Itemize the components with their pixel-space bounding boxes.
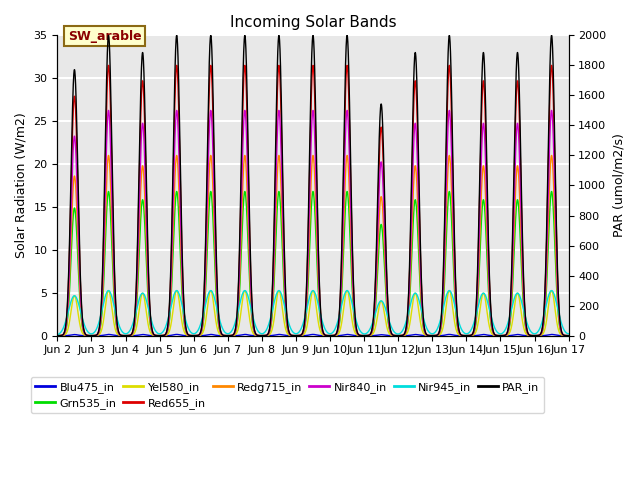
Y-axis label: PAR (umol/m2/s): PAR (umol/m2/s): [612, 133, 625, 238]
Text: SW_arable: SW_arable: [68, 30, 141, 43]
Legend: Blu475_in, Grn535_in, Yel580_in, Red655_in, Redg715_in, Nir840_in, Nir945_in, PA: Blu475_in, Grn535_in, Yel580_in, Red655_…: [31, 377, 544, 413]
Title: Incoming Solar Bands: Incoming Solar Bands: [230, 15, 396, 30]
Y-axis label: Solar Radiation (W/m2): Solar Radiation (W/m2): [15, 113, 28, 258]
